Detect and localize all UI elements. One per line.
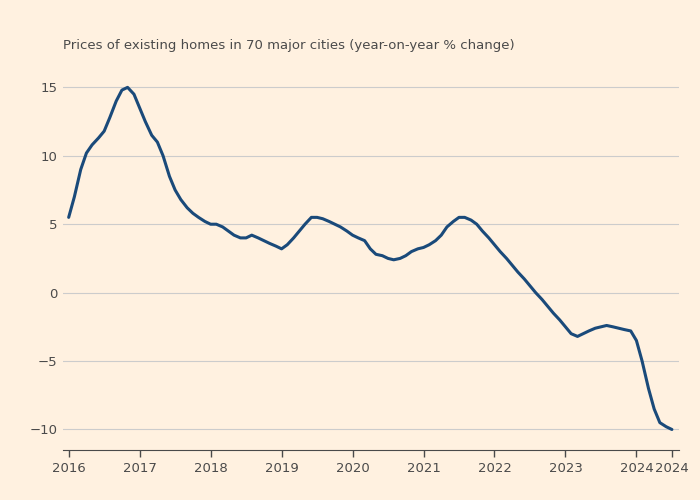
Text: Prices of existing homes in 70 major cities (year-on-year % change): Prices of existing homes in 70 major cit… bbox=[63, 39, 514, 52]
